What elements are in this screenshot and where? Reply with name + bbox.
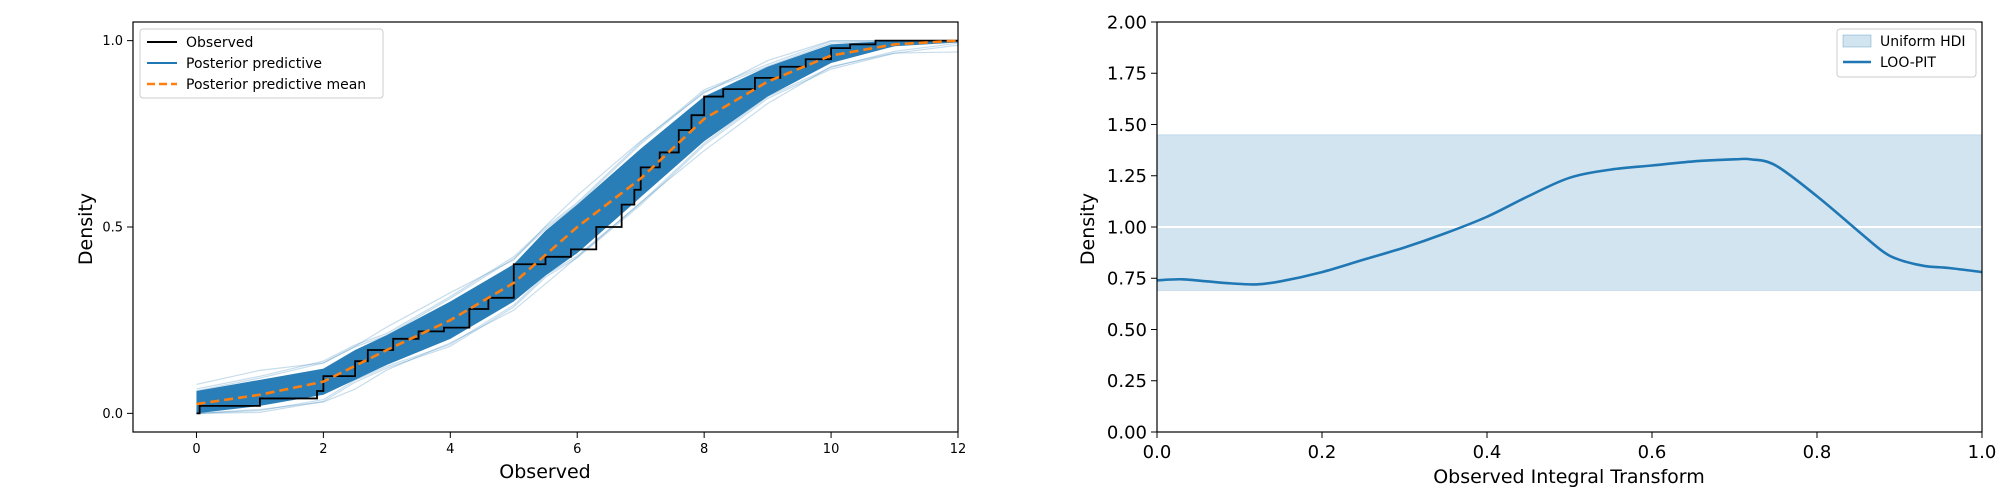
y-tick-label: 1.00: [1107, 217, 1147, 238]
y-tick-label: 0.0: [102, 407, 123, 422]
y-axis-ticks: 0.00 0.25 0.50 0.75 1.00 1.25 1.50 1.75 2.00: [1107, 12, 1157, 443]
loo-pit-line: [1157, 157, 1982, 286]
legend-label: LOO-PIT: [1880, 55, 1936, 71]
posterior-sample-line: [196, 51, 958, 414]
posterior-sample-line: [196, 40, 958, 390]
x-tick-label: 0.0: [1143, 442, 1172, 463]
legend-box: [1836, 28, 1977, 78]
x-tick-label: 0.6: [1638, 442, 1667, 463]
posterior-sample-line: [196, 42, 958, 414]
chart-lines: [196, 39, 958, 415]
x-tick-label: 12: [950, 442, 967, 457]
legend-box: [139, 28, 384, 99]
y-tick-label: 1.0: [102, 34, 123, 49]
x-tick-label: 2: [319, 442, 327, 457]
loo-pit-chart: 0.0 0.2 0.4 0.6 0.8 1.0 0.00 0.25 0.50 0.75 1.00 1…: [1077, 12, 1996, 488]
x-tick-label: 1.0: [1968, 442, 1997, 463]
x-tick-label: 10: [823, 442, 840, 457]
legend-label: Posterior predictive mean: [186, 77, 366, 93]
x-tick-label: 0.8: [1803, 442, 1832, 463]
y-tick-label: 0.50: [1107, 320, 1147, 341]
x-tick-label: 4: [446, 442, 454, 457]
x-tick-label: 6: [573, 442, 581, 457]
legend-swatch-hdi: [1842, 34, 1872, 48]
x-tick-label: 0.4: [1473, 442, 1502, 463]
x-axis-label: Observed: [499, 461, 590, 483]
legend-label: Uniform HDI: [1880, 34, 1966, 50]
uniform-hdi-band: [1157, 134, 1982, 292]
y-tick-label: 0.5: [102, 221, 123, 236]
hdi-band: [1157, 134, 1982, 292]
x-axis-ticks: 0 2 4 6 8 10 12: [192, 432, 966, 457]
posterior-sample-line: [196, 40, 958, 392]
x-tick-label: 8: [700, 442, 708, 457]
chart-lines: [1157, 157, 1982, 286]
x-tick-label: 0: [192, 442, 200, 457]
legend-label: Posterior predictive: [186, 56, 322, 72]
legend-label: Observed: [186, 35, 253, 51]
legend: Observed Posterior predictive Posterior …: [139, 28, 384, 99]
x-axis-ticks: 0.0 0.2 0.4 0.6 0.8 1.0: [1143, 432, 1997, 463]
posterior-sample-line: [196, 44, 958, 414]
x-tick-label: 0.2: [1308, 442, 1337, 463]
y-axis-label: Density: [75, 193, 97, 265]
posterior-sample-line: [196, 40, 958, 386]
legend: Uniform HDI LOO-PIT: [1836, 28, 1977, 78]
y-tick-label: 1.75: [1107, 64, 1147, 85]
y-tick-label: 1.50: [1107, 115, 1147, 136]
y-tick-label: 0.25: [1107, 371, 1147, 392]
y-tick-label: 2.00: [1107, 12, 1147, 33]
ecdf-chart: 0 2 4 6 8 10 12 0.0 0.5 1.0 Observed Density Obs…: [75, 21, 966, 483]
y-tick-label: 0.00: [1107, 422, 1147, 443]
y-axis-ticks: 0.0 0.5 1.0: [102, 34, 133, 422]
x-axis-label: Observed Integral Transform: [1433, 466, 1705, 488]
y-tick-label: 0.75: [1107, 269, 1147, 290]
posterior-mean-line: [196, 39, 958, 406]
observed-line: [196, 39, 958, 415]
y-axis-label: Density: [1077, 193, 1099, 265]
y-tick-label: 1.25: [1107, 166, 1147, 187]
